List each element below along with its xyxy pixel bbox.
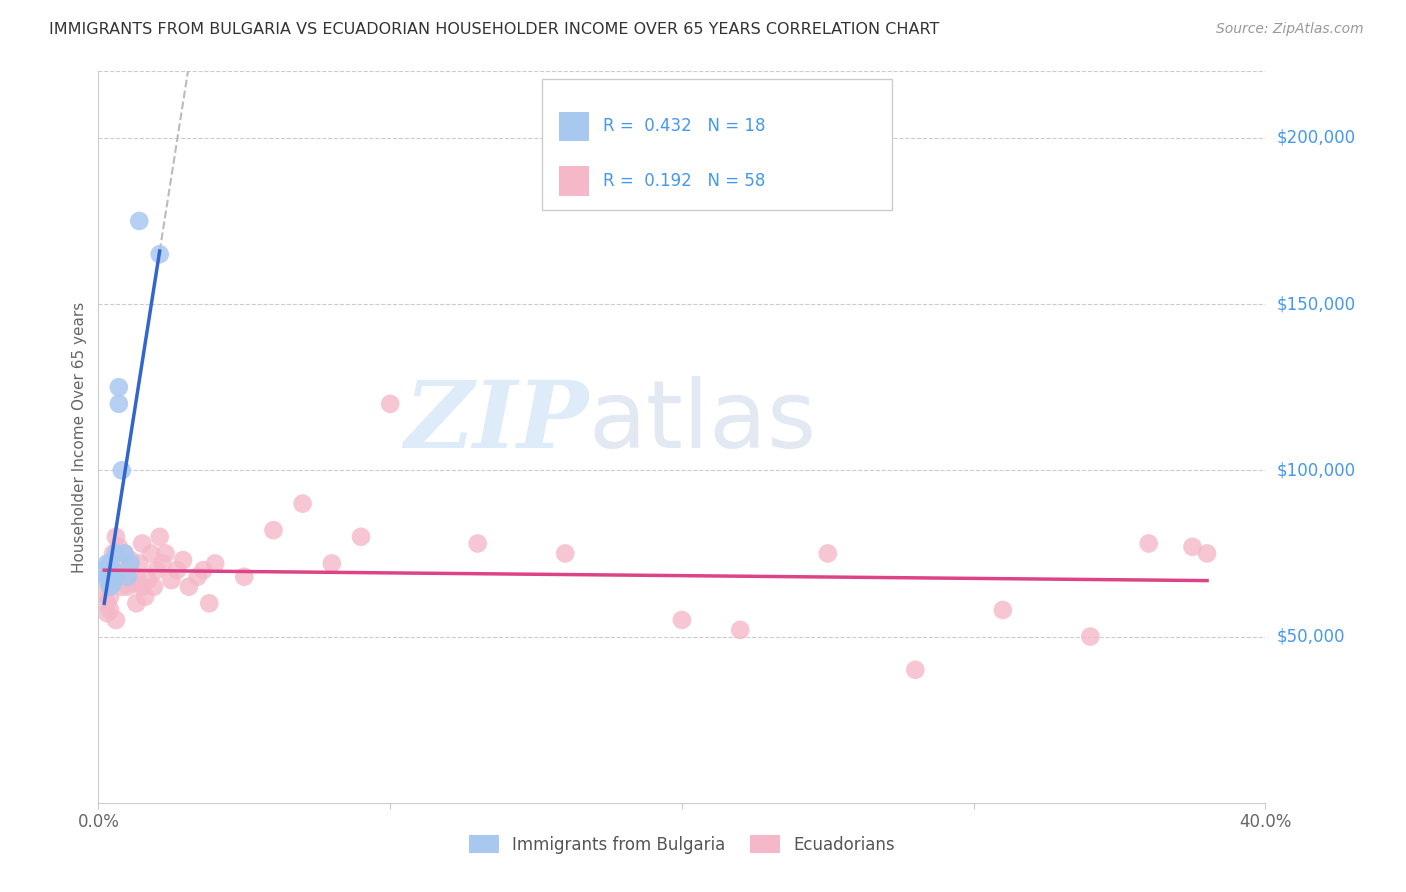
Text: $100,000: $100,000: [1277, 461, 1355, 479]
Point: [96, 557, 118, 571]
Point: [467, 536, 489, 550]
Point: [152, 557, 174, 571]
Point: [96, 573, 118, 587]
Point: [160, 573, 183, 587]
Point: [233, 570, 256, 584]
Text: Source: ZipAtlas.com: Source: ZipAtlas.com: [1216, 22, 1364, 37]
Point: [111, 463, 134, 477]
Point: [120, 566, 142, 581]
Point: [131, 536, 153, 550]
Point: [114, 546, 136, 560]
Point: [671, 613, 693, 627]
Point: [125, 596, 148, 610]
Point: [1137, 536, 1160, 550]
Point: [817, 546, 839, 560]
Point: [108, 397, 131, 411]
Text: atlas: atlas: [589, 376, 817, 468]
Point: [111, 580, 134, 594]
Point: [101, 563, 124, 577]
Point: [155, 546, 177, 560]
Point: [142, 580, 165, 594]
Point: [93, 586, 115, 600]
Point: [108, 540, 131, 554]
Point: [350, 530, 373, 544]
Point: [104, 613, 127, 627]
Point: [1195, 546, 1218, 560]
Text: $50,000: $50,000: [1277, 628, 1346, 646]
Point: [904, 663, 927, 677]
Point: [991, 603, 1014, 617]
Legend: Immigrants from Bulgaria, Ecuadorians: Immigrants from Bulgaria, Ecuadorians: [463, 829, 901, 860]
Point: [262, 523, 284, 537]
Point: [96, 596, 118, 610]
Point: [114, 570, 136, 584]
Point: [122, 576, 145, 591]
Text: ZIP: ZIP: [405, 377, 589, 467]
Point: [321, 557, 343, 571]
Point: [204, 557, 226, 571]
Point: [104, 570, 127, 584]
Point: [117, 570, 139, 584]
Bar: [560, 167, 589, 195]
Point: [125, 570, 148, 584]
Point: [131, 580, 153, 594]
Point: [172, 553, 194, 567]
Point: [120, 557, 142, 571]
Point: [291, 497, 314, 511]
Point: [166, 563, 188, 577]
Text: R =  0.432   N = 18: R = 0.432 N = 18: [603, 117, 765, 136]
Point: [104, 530, 127, 544]
Point: [134, 590, 156, 604]
Bar: [560, 112, 589, 141]
Point: [108, 570, 131, 584]
Point: [117, 580, 139, 594]
Point: [1080, 630, 1102, 644]
Point: [101, 546, 124, 560]
Point: [554, 546, 576, 560]
Point: [104, 546, 127, 560]
Point: [120, 553, 142, 567]
Bar: [541, 78, 891, 211]
Point: [111, 557, 134, 571]
Point: [117, 563, 139, 577]
Point: [187, 570, 209, 584]
Point: [146, 563, 169, 577]
Text: R =  0.192   N = 58: R = 0.192 N = 58: [603, 172, 765, 190]
Point: [101, 570, 124, 584]
Point: [98, 557, 121, 571]
Point: [730, 623, 752, 637]
Point: [114, 546, 136, 560]
Text: IMMIGRANTS FROM BULGARIA VS ECUADORIAN HOUSEHOLDER INCOME OVER 65 YEARS CORRELAT: IMMIGRANTS FROM BULGARIA VS ECUADORIAN H…: [49, 22, 939, 37]
Point: [98, 590, 121, 604]
Point: [98, 580, 121, 594]
Text: $150,000: $150,000: [1277, 295, 1355, 313]
Point: [128, 557, 150, 571]
Point: [108, 380, 131, 394]
Point: [96, 570, 118, 584]
Point: [98, 603, 121, 617]
Point: [136, 573, 159, 587]
Point: [93, 563, 115, 577]
Point: [198, 596, 221, 610]
Text: $200,000: $200,000: [1277, 128, 1355, 147]
Point: [380, 397, 402, 411]
Point: [1181, 540, 1204, 554]
Point: [149, 530, 172, 544]
Point: [177, 580, 200, 594]
Point: [139, 546, 162, 560]
Y-axis label: Householder Income Over 65 years: Householder Income Over 65 years: [72, 301, 87, 573]
Point: [193, 563, 215, 577]
Point: [96, 607, 118, 621]
Point: [101, 576, 124, 591]
Point: [149, 247, 172, 261]
Point: [128, 214, 150, 228]
